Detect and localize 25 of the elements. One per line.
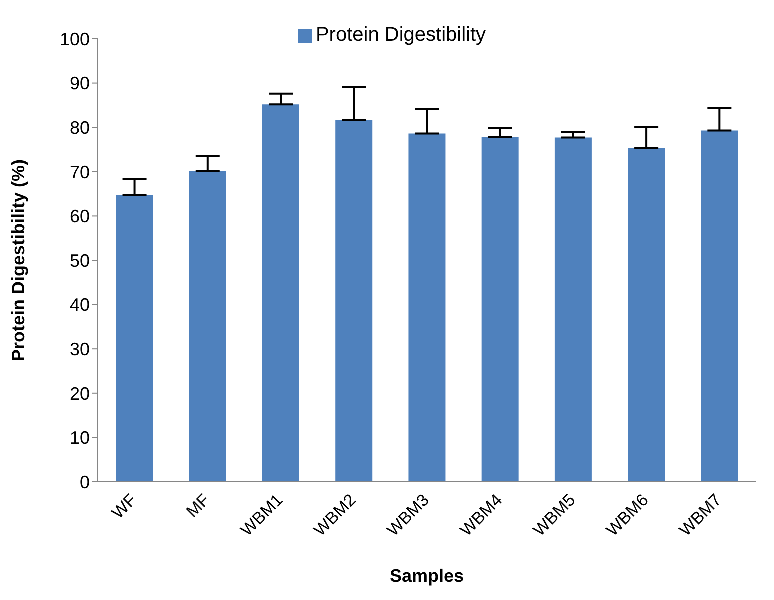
y-axis-title: Protein Digestibility (%) xyxy=(8,159,28,362)
bar xyxy=(482,137,519,482)
bar xyxy=(116,195,154,482)
y-tick-label: 50 xyxy=(70,250,90,271)
y-tick-label: 90 xyxy=(70,74,90,94)
y-tick-label: 0 xyxy=(80,472,90,492)
bar xyxy=(262,104,300,482)
x-tick-label: WF xyxy=(108,490,141,523)
y-tick-label: 20 xyxy=(70,384,90,404)
y-tick-label: 80 xyxy=(70,118,90,138)
y-tick-label: 100 xyxy=(60,29,90,50)
bar xyxy=(408,134,446,482)
y-tick-label: 70 xyxy=(70,162,90,182)
y-tick-label: 30 xyxy=(70,339,90,360)
bar xyxy=(336,120,373,482)
y-tick-label: 40 xyxy=(70,295,90,316)
bar xyxy=(189,171,226,482)
y-tick-label: 60 xyxy=(70,206,90,227)
x-tick-label: MF xyxy=(182,490,214,522)
x-axis-title: Samples xyxy=(390,566,464,586)
bar xyxy=(701,130,738,482)
legend-label: Protein Digestibility xyxy=(316,24,486,46)
y-tick-label: 10 xyxy=(70,428,90,448)
bar xyxy=(628,148,666,482)
bar xyxy=(554,138,592,482)
